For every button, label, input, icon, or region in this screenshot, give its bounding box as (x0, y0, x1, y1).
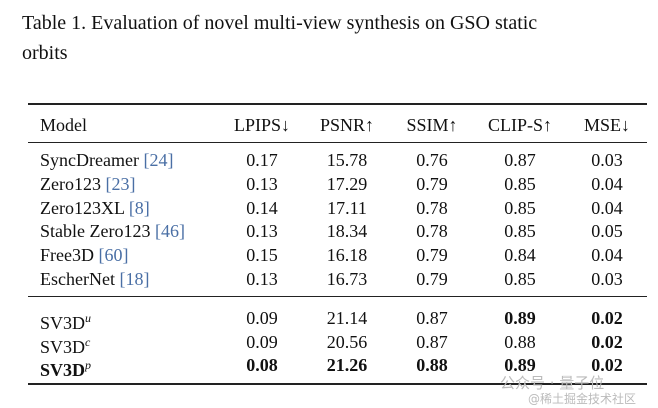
metric-value: 0.87 (504, 150, 536, 170)
model-name: Stable Zero123 [46] (40, 220, 185, 242)
metric-value: 0.03 (591, 269, 623, 289)
model-label: Free3D (40, 245, 94, 266)
superscript: u (85, 311, 92, 325)
citation: [18] (119, 269, 150, 289)
metric-value: 0.14 (246, 197, 278, 218)
metric-value: 0.15 (246, 245, 278, 266)
caption-line: Table 1. Evaluation of novel multi-view … (22, 12, 538, 34)
metric-value: 0.09 (246, 308, 278, 328)
metric-value: 0.85 (504, 269, 536, 289)
metric-value: 0.17 (246, 150, 278, 170)
metric-value: 20.56 (326, 331, 368, 352)
metric-value: 0.87 (416, 331, 448, 352)
model-name: SyncDreamer [24] (40, 149, 173, 171)
metric-value: 17.11 (327, 197, 367, 218)
metric-value: 0.13 (246, 269, 278, 289)
metric-value: 0.88 (416, 355, 448, 375)
metric-value: 0.04 (591, 245, 623, 266)
metric-value: 15.78 (326, 150, 368, 170)
metric-value: 0.79 (416, 173, 448, 194)
metric-value: 0.13 (246, 221, 278, 242)
metric-value: 0.79 (416, 269, 448, 289)
metric-value: 0.89 (504, 355, 536, 375)
group-rule (28, 296, 647, 297)
citation: [8] (128, 197, 150, 218)
metric-value: 17.29 (326, 173, 368, 194)
metric-value: 0.04 (591, 173, 623, 194)
metric-value: 21.26 (326, 355, 368, 375)
metric-value: 0.04 (591, 197, 623, 218)
column-header: LPIPS↓ (233, 115, 291, 135)
model-name: Zero123 [23] (40, 173, 135, 195)
metric-value: 16.73 (326, 269, 368, 289)
column-header: SSIM↑ (406, 115, 458, 135)
column-header: Model (40, 115, 87, 135)
metric-value: 0.84 (504, 245, 536, 266)
column-header: CLIP-S↑ (487, 115, 553, 135)
model-name: Zero123XL [8] (40, 197, 150, 219)
metric-value: 0.02 (591, 355, 623, 375)
citation: [46] (154, 221, 185, 242)
metric-value: 0.13 (246, 173, 278, 194)
metric-value: 0.79 (416, 245, 448, 266)
metric-value: 0.02 (591, 308, 623, 328)
metric-value: 0.09 (246, 331, 278, 352)
metric-value: 0.05 (591, 221, 623, 242)
model-label: SV3D (40, 336, 86, 357)
citation: [23] (105, 173, 136, 194)
top-rule (28, 103, 647, 105)
metric-value: 0.85 (504, 221, 536, 242)
model-name: EscherNet [18] (40, 268, 149, 290)
metric-value: 0.89 (504, 308, 536, 328)
metric-value: 0.03 (591, 150, 623, 170)
model-label: SyncDreamer (40, 150, 139, 170)
watermark: @稀土掘金技术社区 (528, 392, 637, 406)
column-header: MSE↓ (583, 115, 631, 135)
model-label: SV3D (40, 360, 86, 380)
citation: [24] (143, 150, 174, 170)
model-label: EscherNet (40, 269, 115, 289)
caption-line: orbits (22, 42, 68, 64)
metric-value: 0.85 (504, 197, 536, 218)
metric-value: 0.78 (416, 221, 448, 242)
superscript: p (85, 358, 92, 372)
metric-value: 0.02 (591, 331, 623, 352)
metric-value: 0.78 (416, 197, 448, 218)
citation: [60] (98, 245, 129, 266)
metric-value: 0.87 (416, 308, 448, 328)
metric-value: 0.85 (504, 173, 536, 194)
model-name: SV3Dc (40, 331, 90, 358)
metric-value: 0.88 (504, 331, 536, 352)
watermark: 公众号 · 量子位 (500, 374, 605, 392)
metric-value: 21.14 (326, 308, 368, 328)
metric-value: 0.76 (416, 150, 448, 170)
model-label: Zero123 (40, 173, 101, 194)
metric-value: 16.18 (326, 245, 368, 266)
model-name: SV3Du (40, 307, 91, 334)
column-header: PSNR↑ (319, 115, 375, 135)
metric-value: 18.34 (326, 221, 368, 242)
model-label: Zero123XL (40, 197, 125, 218)
metric-value: 0.08 (246, 355, 278, 375)
model-name: Free3D [60] (40, 244, 128, 266)
superscript: c (85, 334, 91, 349)
model-label: SV3D (40, 313, 86, 333)
header-rule (28, 142, 647, 143)
bottom-rule (28, 383, 647, 385)
model-name: SV3Dp (40, 354, 91, 381)
model-label: Stable Zero123 (40, 221, 151, 242)
